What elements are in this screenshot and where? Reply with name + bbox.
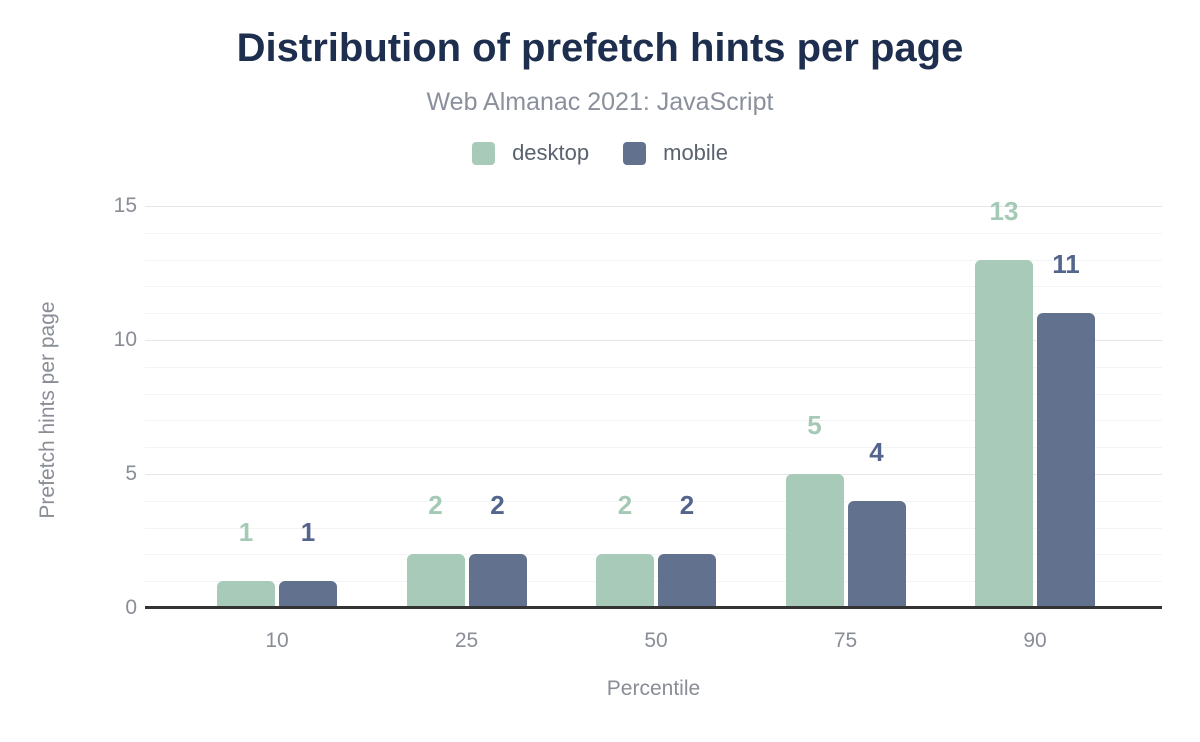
- x-tick-75: 75: [833, 629, 858, 652]
- bar-value-desktop-p90: 13: [989, 195, 1019, 226]
- legend: desktop mobile: [0, 140, 1200, 166]
- y-tick-15: 15: [113, 194, 137, 217]
- gridline-2: [145, 554, 1162, 556]
- gridline-8: [145, 393, 1162, 395]
- y-tick-10: 10: [113, 328, 137, 351]
- bar-value-desktop-p10: 1: [238, 517, 254, 548]
- x-tick-90: 90: [1023, 629, 1047, 652]
- y-tick-5: 5: [125, 462, 137, 485]
- bar-value-mobile-p10: 1: [300, 517, 316, 548]
- bar-value-mobile-p25: 2: [490, 490, 505, 521]
- bar-desktop-p50: [596, 554, 654, 608]
- x-tick-50: 50: [644, 629, 668, 652]
- gridline-14: [145, 232, 1162, 234]
- bar-value-mobile-p75: 4: [869, 436, 884, 467]
- chart-title: Distribution of prefetch hints per page: [236, 26, 964, 70]
- x-tick-10: 10: [265, 629, 289, 652]
- x-tick-25: 25: [454, 629, 479, 652]
- bar-mobile-p10: [279, 581, 337, 608]
- legend-label-mobile: mobile: [663, 140, 728, 165]
- y-tick-0: 0: [125, 596, 137, 619]
- legend-label-desktop: desktop: [512, 140, 590, 165]
- gridline-12: [145, 286, 1162, 288]
- gridline-6: [145, 447, 1162, 449]
- gridline-10: [145, 340, 1162, 341]
- gridline-7: [145, 420, 1162, 422]
- gridline-11: [145, 313, 1162, 315]
- x-axis-title: Percentile: [606, 677, 701, 700]
- bar-mobile-p90: [1037, 313, 1095, 608]
- gridline-15: [145, 206, 1162, 207]
- gridline-13: [145, 259, 1162, 261]
- bar-value-mobile-p50: 2: [679, 490, 695, 521]
- bar-value-desktop-p75: 5: [807, 410, 822, 440]
- legend-item-mobile: mobile: [623, 140, 728, 166]
- gridline-4: [145, 500, 1162, 502]
- legend-item-desktop: desktop: [472, 140, 589, 166]
- bar-desktop-p75: [785, 474, 844, 608]
- bar-mobile-p75: [847, 500, 906, 608]
- gridline-9: [145, 366, 1162, 368]
- bar-desktop-p25: [406, 554, 465, 608]
- bar-value-desktop-p25: 2: [428, 490, 443, 521]
- bar-mobile-p25: [468, 554, 527, 608]
- x-axis-line: [145, 606, 1162, 609]
- bar-value-mobile-p90: 11: [1052, 249, 1080, 280]
- bar-mobile-p50: [658, 554, 716, 608]
- bar-desktop-p90: [975, 259, 1033, 608]
- gridline-3: [145, 527, 1162, 529]
- y-axis-title: Prefetch hints per page: [36, 301, 59, 519]
- mobile-swatch-icon: [623, 141, 647, 165]
- chart-subtitle: Web Almanac 2021: JavaScript: [426, 88, 774, 116]
- desktop-swatch-icon: [472, 141, 496, 165]
- bar-desktop-p10: [217, 581, 275, 608]
- gridline-5: [145, 474, 1162, 475]
- bar-value-desktop-p50: 2: [617, 490, 633, 521]
